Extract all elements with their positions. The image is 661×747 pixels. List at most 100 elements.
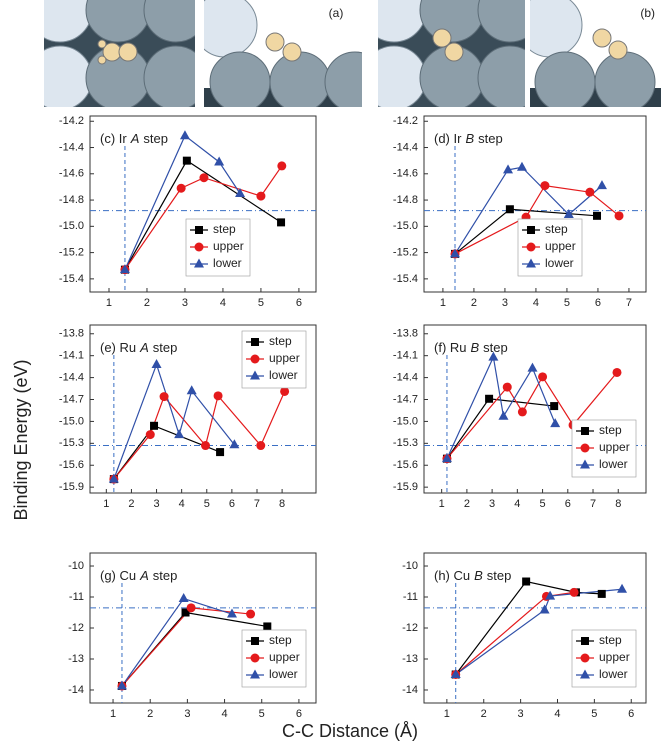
x-tick-label: 6 bbox=[296, 708, 302, 720]
x-tick-label: 6 bbox=[595, 297, 601, 309]
x-tick-label: 2 bbox=[464, 498, 470, 510]
y-tick-label: -14 bbox=[68, 684, 84, 696]
title-emph: A bbox=[130, 131, 140, 146]
y-tick-label: -10 bbox=[402, 560, 418, 572]
x-tick-label: 5 bbox=[259, 708, 265, 720]
marker bbox=[527, 363, 537, 372]
marker bbox=[187, 603, 196, 612]
chart-title: (h) CuBstep bbox=[434, 568, 511, 583]
y-tick-label: -14.1 bbox=[393, 350, 418, 362]
x-tick-label: 4 bbox=[514, 498, 520, 510]
y-tick-label: -11 bbox=[69, 591, 84, 603]
marker bbox=[180, 130, 190, 139]
y-tick-label: -14.4 bbox=[393, 371, 418, 383]
marker bbox=[201, 441, 210, 450]
series-line bbox=[114, 391, 285, 479]
marker bbox=[183, 157, 191, 165]
x-tick-label: 2 bbox=[481, 708, 487, 720]
marker bbox=[277, 161, 286, 170]
structure-image-a-side bbox=[193, 0, 385, 112]
x-tick-label: 5 bbox=[258, 297, 264, 309]
title-emph: B bbox=[474, 568, 483, 583]
y-tick-label: -15.4 bbox=[59, 273, 84, 285]
marker bbox=[550, 418, 560, 427]
marker bbox=[550, 402, 558, 410]
legend-marker bbox=[581, 637, 589, 645]
legend-label: upper bbox=[269, 351, 300, 365]
x-tick-label: 3 bbox=[518, 708, 524, 720]
x-tick-label: 5 bbox=[540, 498, 546, 510]
title-prefix: (f) Ru bbox=[434, 340, 467, 355]
y-tick-label: -13 bbox=[402, 653, 418, 665]
x-tick-label: 3 bbox=[502, 297, 508, 309]
legend-marker bbox=[581, 427, 589, 435]
title-suffix: step bbox=[478, 131, 503, 146]
title-prefix: (d) Ir bbox=[434, 131, 462, 146]
title-prefix: (e) Ru bbox=[100, 340, 136, 355]
marker bbox=[280, 387, 289, 396]
legend: stepupperlower bbox=[186, 219, 250, 276]
x-axis-title: C-C Distance (Å) bbox=[282, 721, 418, 741]
marker bbox=[503, 383, 512, 392]
x-tick-label: 7 bbox=[626, 297, 632, 309]
marker bbox=[540, 605, 550, 614]
y-tick-label: -13 bbox=[68, 653, 84, 665]
legend-label: upper bbox=[545, 239, 576, 253]
title-suffix: step bbox=[153, 340, 178, 355]
series-line bbox=[122, 599, 232, 686]
legend-label: step bbox=[599, 633, 622, 647]
title-suffix: step bbox=[483, 340, 508, 355]
x-tick-label: 4 bbox=[554, 708, 560, 720]
legend-label: lower bbox=[599, 667, 628, 681]
y-tick-label: -15.6 bbox=[393, 459, 418, 471]
marker bbox=[540, 181, 549, 190]
y-tick-label: -14.7 bbox=[393, 393, 418, 405]
y-tick-label: -15.9 bbox=[393, 481, 418, 493]
marker bbox=[518, 407, 527, 416]
legend-marker bbox=[581, 444, 590, 453]
title-emph: B bbox=[471, 340, 480, 355]
y-tick-label: -15.0 bbox=[393, 415, 418, 427]
y-tick-label: -12 bbox=[68, 622, 84, 634]
x-tick-label: 2 bbox=[128, 498, 134, 510]
panel-label: (b) bbox=[640, 6, 655, 20]
x-tick-label: 4 bbox=[221, 708, 227, 720]
y-tick-label: -14.6 bbox=[393, 168, 418, 180]
marker bbox=[256, 441, 265, 450]
title-emph: A bbox=[139, 568, 149, 583]
y-tick-label: -13.8 bbox=[393, 328, 418, 340]
x-tick-label: 1 bbox=[440, 297, 446, 309]
y-tick-label: -14 bbox=[402, 684, 418, 696]
x-tick-label: 6 bbox=[229, 498, 235, 510]
y-tick-label: -14.2 bbox=[59, 115, 84, 127]
marker bbox=[199, 173, 208, 182]
legend-label: step bbox=[545, 222, 568, 236]
title-emph: B bbox=[465, 131, 474, 146]
y-tick-label: -14.8 bbox=[59, 194, 84, 206]
marker bbox=[152, 359, 162, 368]
title-emph: A bbox=[139, 340, 149, 355]
x-tick-label: 7 bbox=[590, 498, 596, 510]
marker bbox=[598, 590, 606, 598]
marker bbox=[597, 180, 607, 189]
y-tick-label: -14.4 bbox=[59, 371, 84, 383]
chart-panel: -13.8-14.1-14.4-14.7-15.0-15.3-15.6-15.9… bbox=[393, 325, 646, 510]
marker bbox=[617, 584, 627, 593]
marker bbox=[506, 205, 514, 213]
marker bbox=[485, 395, 493, 403]
marker bbox=[160, 392, 169, 401]
y-tick-label: -11 bbox=[403, 591, 418, 603]
marker bbox=[277, 218, 285, 226]
x-tick-label: 6 bbox=[565, 498, 571, 510]
marker bbox=[235, 188, 245, 197]
y-axis-title: Binding Energy (eV) bbox=[11, 359, 31, 520]
marker bbox=[214, 391, 223, 400]
legend-label: lower bbox=[213, 256, 242, 270]
